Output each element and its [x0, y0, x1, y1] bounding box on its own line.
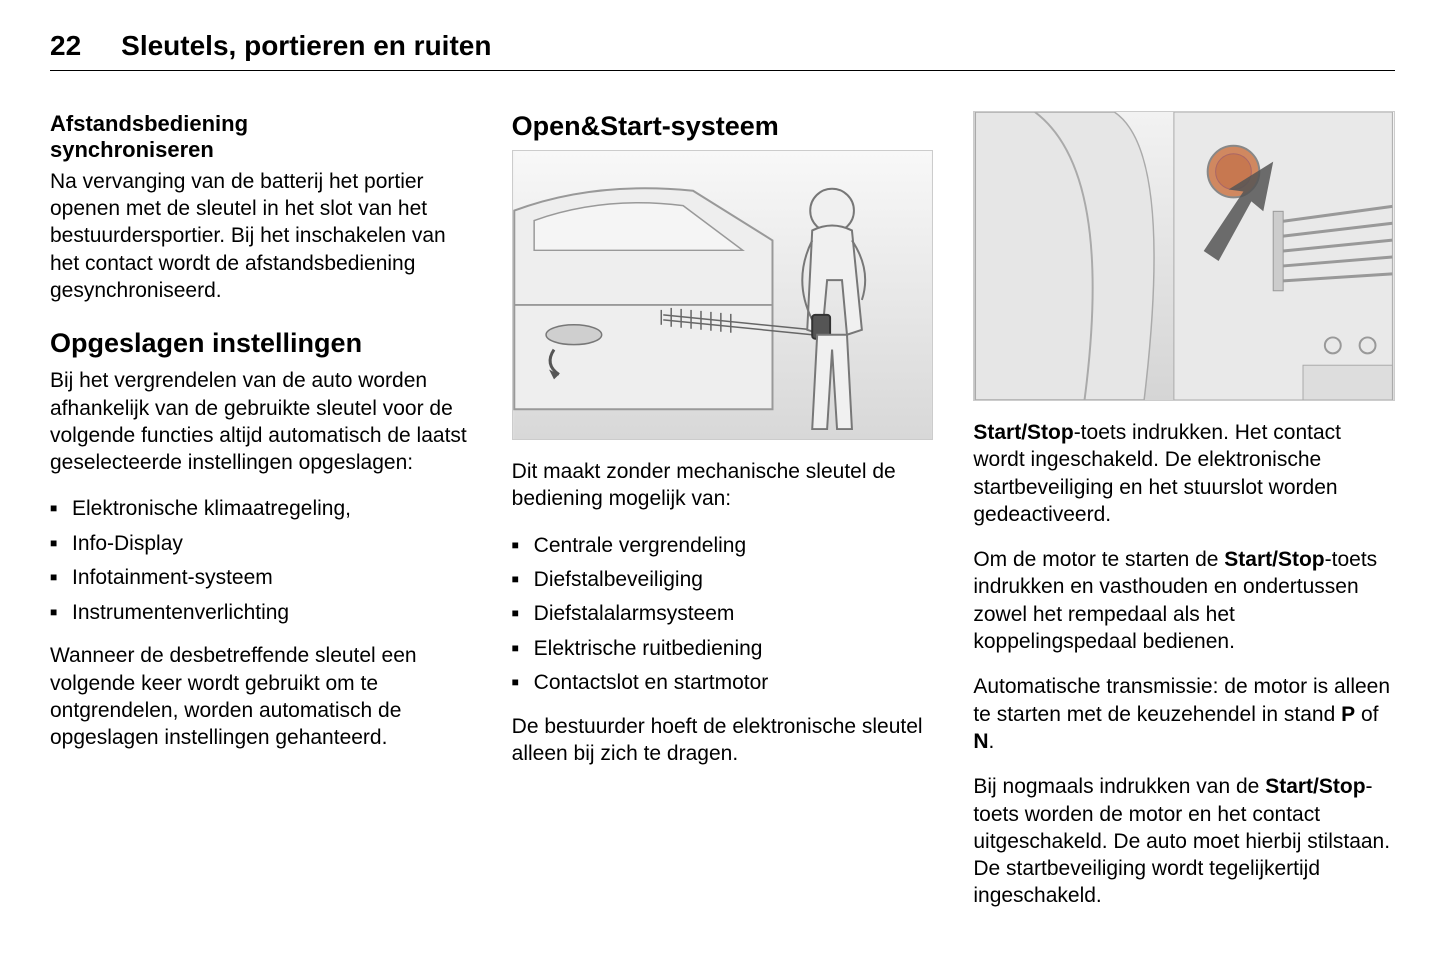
- heading-line: Afstandsbediening: [50, 111, 248, 136]
- heading-line: synchroniseren: [50, 137, 214, 162]
- start-stop-dashboard-icon: [974, 112, 1394, 400]
- text-run: Bij nogmaals indrukken van de: [973, 775, 1265, 798]
- list-item: Elektrische ruitbediening: [512, 634, 934, 664]
- list-item: Diefstalbeveiliging: [512, 565, 934, 595]
- list-item: Infotainment-systeem: [50, 563, 472, 593]
- figure-start-stop-button: [973, 111, 1395, 401]
- body-paragraph: Wanneer de desbetreffende sleutel een vo…: [50, 642, 472, 751]
- list-item: Contactslot en startmotor: [512, 668, 934, 698]
- body-paragraph: Dit maakt zonder mechanische sleutel de …: [512, 458, 934, 513]
- body-paragraph: Automatische transmissie: de motor is al…: [973, 673, 1395, 755]
- body-paragraph: De bestuurder hoeft de elektronische sle…: [512, 713, 934, 768]
- list-item: Instrumentenverlichting: [50, 598, 472, 628]
- bullet-list: Centrale vergrendeling Diefstalbeveiligi…: [512, 531, 934, 699]
- text-run: of: [1355, 703, 1378, 726]
- bullet-list: Elektronische klimaatregeling, Info-Disp…: [50, 494, 472, 628]
- list-item: Centrale vergrendeling: [512, 531, 934, 561]
- body-paragraph: Om de motor te starten de Start/Stop-toe…: [973, 546, 1395, 655]
- keyless-entry-icon: [513, 151, 933, 439]
- column-1: Afstandsbediening synchroniseren Na verv…: [50, 111, 472, 928]
- ui-label-start-stop: Start/Stop: [1224, 548, 1324, 571]
- list-item: Diefstalalarmsysteem: [512, 599, 934, 629]
- body-paragraph: Start/Stop-toets indrukken. Het contact …: [973, 419, 1395, 528]
- figure-keyless-entry: [512, 150, 934, 440]
- ui-label-start-stop: Start/Stop: [973, 421, 1073, 444]
- page-header: 22 Sleutels, portieren en ruiten: [50, 30, 1395, 71]
- gear-position-p: P: [1341, 703, 1355, 726]
- ui-label-start-stop: Start/Stop: [1265, 775, 1365, 798]
- page-number: 22: [50, 30, 81, 62]
- body-paragraph: Bij nogmaals indrukken van de Start/Stop…: [973, 773, 1395, 909]
- list-item: Info-Display: [50, 529, 472, 559]
- chapter-title: Sleutels, portieren en ruiten: [121, 30, 491, 62]
- text-run: Om de motor te starten de: [973, 548, 1224, 571]
- section-heading: Opgeslagen instellingen: [50, 328, 472, 359]
- column-3: Start/Stop-toets indrukken. Het contact …: [973, 111, 1395, 928]
- list-item: Elektronische klimaatregeling,: [50, 494, 472, 524]
- body-paragraph: Bij het vergrendelen van de auto worden …: [50, 367, 472, 476]
- gear-position-n: N: [973, 730, 988, 753]
- subsection-heading: Afstandsbediening synchroniseren: [50, 111, 472, 164]
- body-paragraph: Na vervanging van de batterij het portie…: [50, 168, 472, 304]
- section-heading: Open&Start-systeem: [512, 111, 934, 142]
- text-run: Automatische transmissie: de motor is al…: [973, 675, 1390, 725]
- text-run: .: [989, 730, 995, 753]
- content-columns: Afstandsbediening synchroniseren Na verv…: [50, 111, 1395, 928]
- column-2: Open&Start-systeem: [512, 111, 934, 928]
